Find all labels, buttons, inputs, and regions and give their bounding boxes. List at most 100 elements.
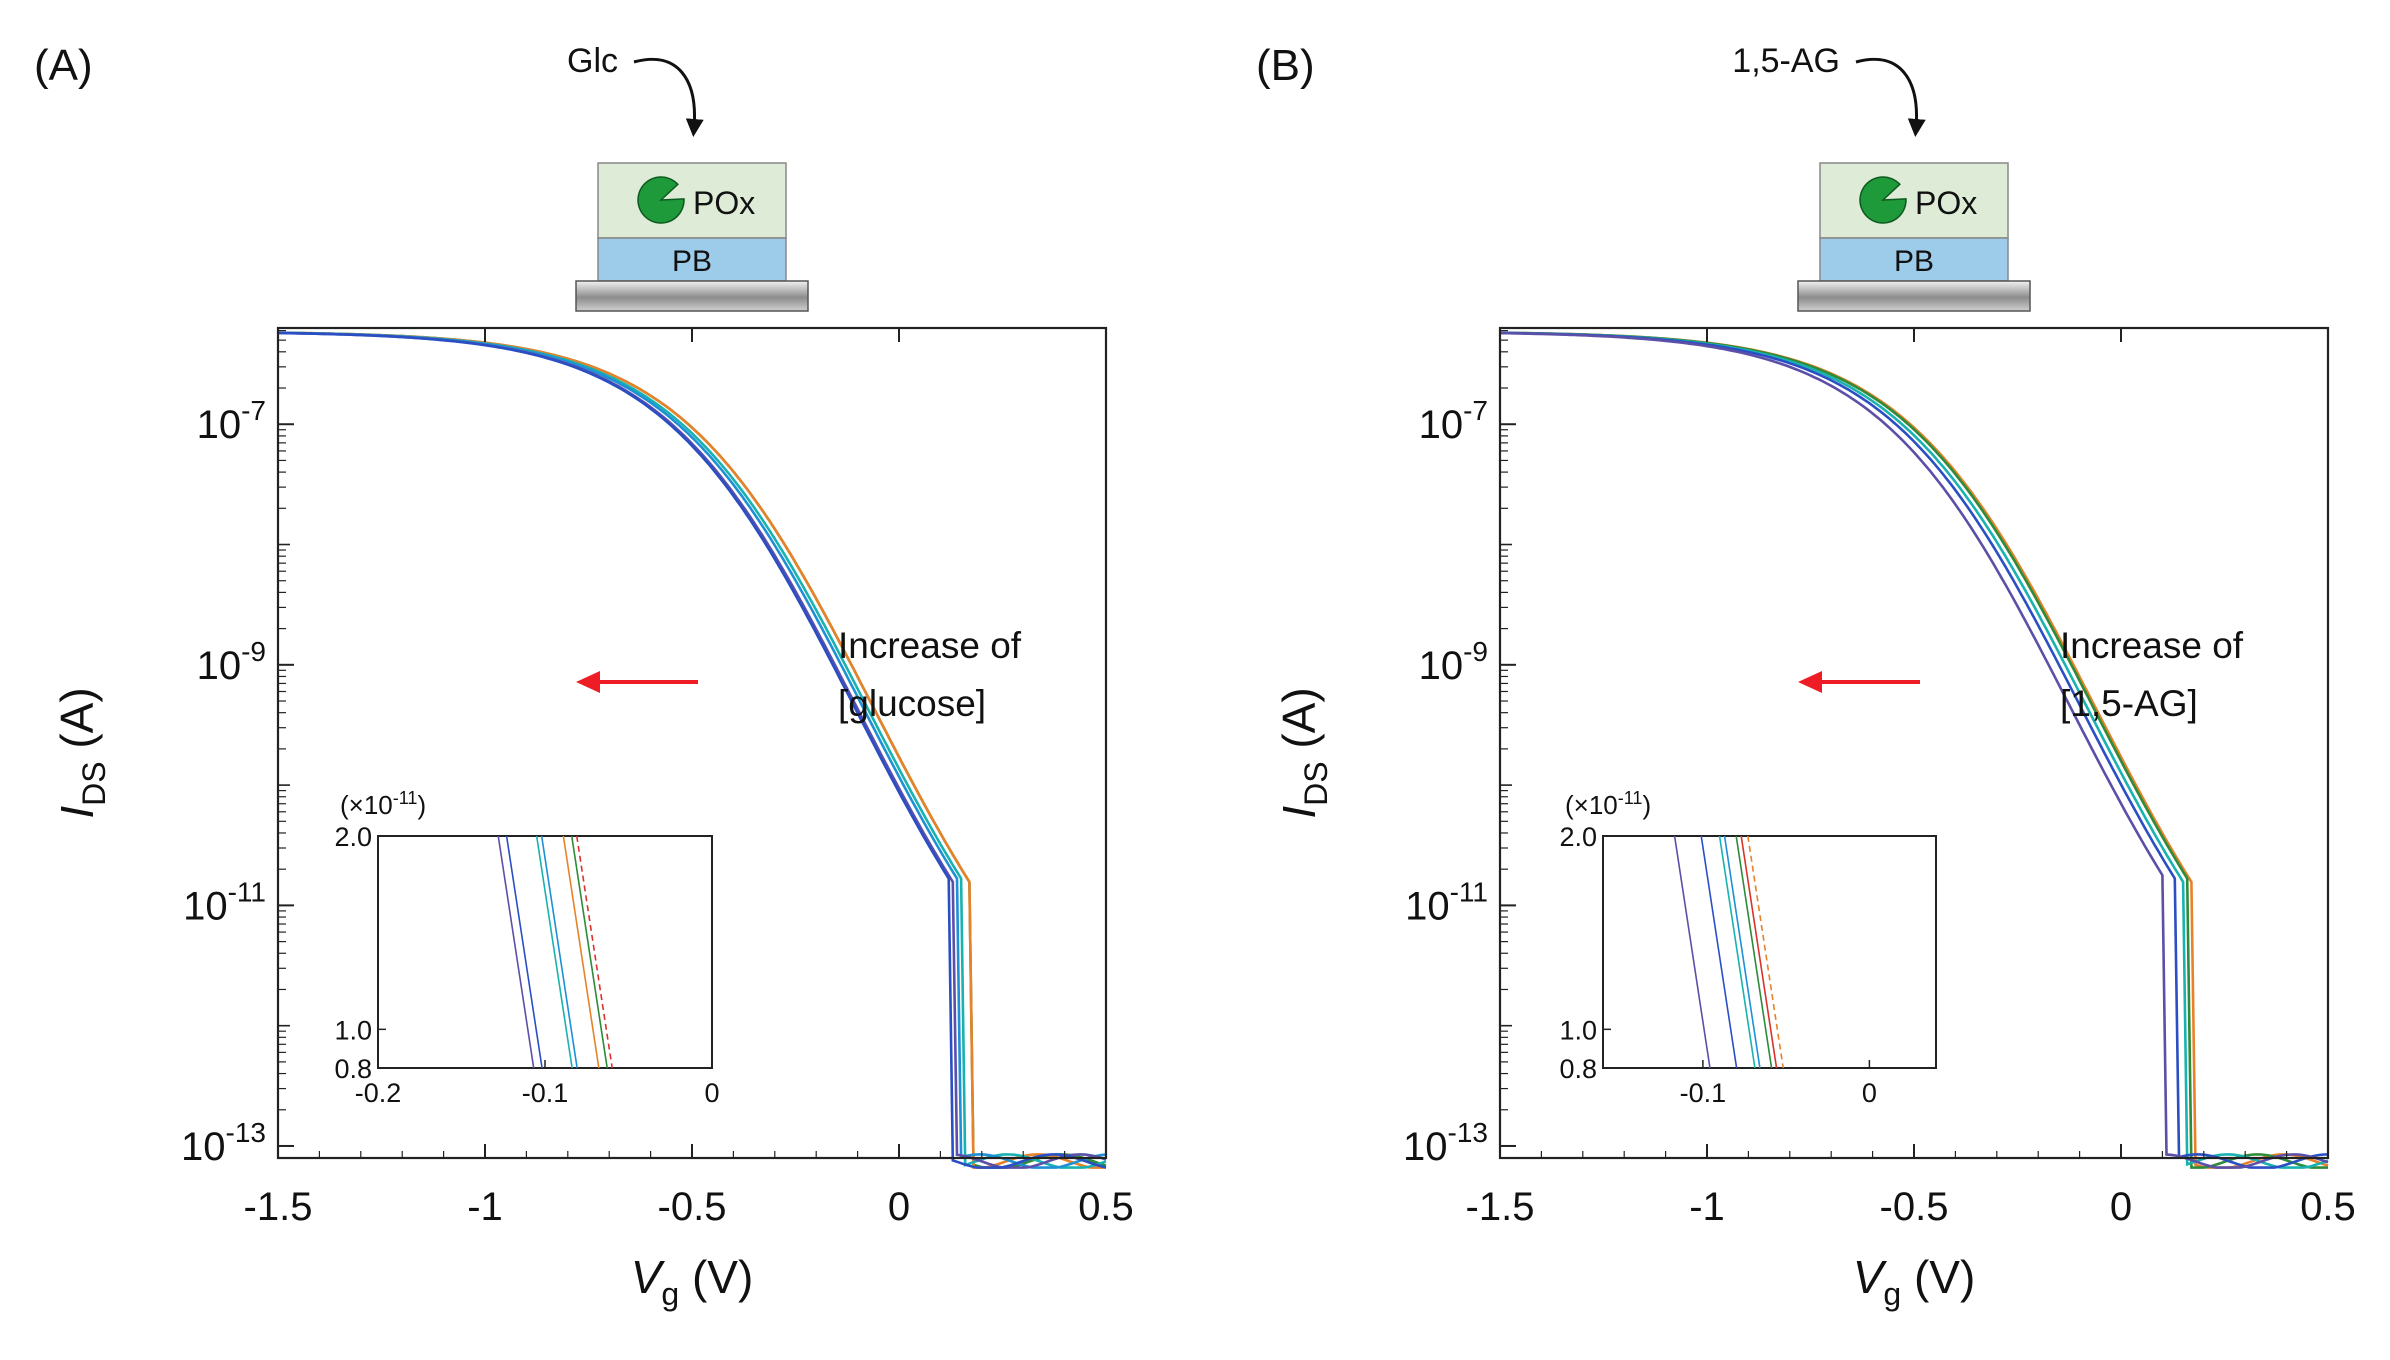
shift-arrow-head <box>1798 671 1822 693</box>
inset-frame <box>1602 835 1937 1069</box>
y-tick-exp: -9 <box>1463 636 1488 667</box>
x-tick-label: -0.5 <box>1880 1185 1949 1229</box>
inset-line <box>1747 836 1785 1068</box>
y-axis-sub: DS <box>1298 761 1334 805</box>
y-tick-exp: -7 <box>241 395 266 426</box>
y-axis-symbol: I <box>1273 806 1325 819</box>
analyte-arrow <box>633 57 704 137</box>
inset-y-tick-label: 2.0 <box>1559 822 1597 852</box>
panel-label: (A) <box>34 41 93 90</box>
pb-layer <box>597 237 787 282</box>
y-tick-label: 10-9 <box>1419 636 1488 688</box>
inset-y-tick-label: 2.0 <box>334 822 372 852</box>
inset-unit-suffix: ) <box>417 790 426 820</box>
y-tick-base: 10 <box>181 1125 226 1169</box>
y-axis-label: IDS (A) <box>1273 687 1334 818</box>
analyte-arrow <box>1855 57 1926 137</box>
inset-line <box>540 836 578 1068</box>
inset-line <box>562 836 600 1068</box>
pb-label: PB <box>1894 245 1934 278</box>
inset-line <box>1723 836 1761 1068</box>
inset-line <box>570 836 608 1068</box>
x-tick-label: 0.5 <box>1078 1185 1134 1229</box>
pox-layer <box>1819 162 2009 239</box>
pb-layer <box>1819 237 2009 282</box>
inset-unit-suffix: ) <box>1642 790 1651 820</box>
annotation-line1: Increase of <box>2060 625 2244 666</box>
x-tick-label: -1.5 <box>1466 1185 1535 1229</box>
y-tick-base: 10 <box>1403 1125 1448 1169</box>
pox-label: POx <box>1915 185 1977 221</box>
y-tick-base: 10 <box>1419 403 1464 447</box>
y-tick-label: 10-7 <box>1419 395 1488 447</box>
x-axis-symbol: V <box>1853 1251 1888 1303</box>
enzyme-icon <box>1859 176 1907 224</box>
y-axis-sub: DS <box>76 761 112 805</box>
inset-x-tick-label: 0 <box>1862 1078 1877 1108</box>
y-tick-label: 10-11 <box>1405 876 1488 928</box>
inset-y-tick-label: 0.8 <box>1559 1054 1597 1084</box>
x-tick-label: -0.5 <box>658 1185 727 1229</box>
inset-line <box>1735 836 1773 1068</box>
x-axis-label: Vg (V) <box>631 1251 754 1312</box>
y-tick-base: 10 <box>183 884 228 928</box>
x-axis-symbol: V <box>631 1251 666 1303</box>
inset-unit: (×10-11) <box>1565 788 1651 820</box>
inset-line <box>575 836 613 1068</box>
inset-series <box>1673 836 1785 1068</box>
x-tick-label: -1 <box>1689 1185 1725 1229</box>
substrate <box>1797 280 2031 312</box>
y-tick-exp: -9 <box>241 636 266 667</box>
inset-line <box>497 836 535 1068</box>
inset-x-tick-label: 0 <box>704 1078 719 1108</box>
inset-x-tick-label: -0.1 <box>1680 1078 1727 1108</box>
y-tick-base: 10 <box>1405 884 1450 928</box>
x-tick-label: 0.5 <box>2300 1185 2356 1229</box>
y-axis-unit: (A) <box>1273 687 1325 761</box>
x-tick-label: -1 <box>467 1185 503 1229</box>
y-tick-label: 10-13 <box>181 1117 266 1169</box>
y-axis-label: IDS (A) <box>51 687 112 818</box>
inset-line <box>505 836 543 1068</box>
x-tick-label: -1.5 <box>244 1185 313 1229</box>
x-axis-sub: g <box>661 1276 679 1312</box>
substrate <box>575 280 809 312</box>
y-axis-unit: (A) <box>51 687 103 761</box>
x-tick-label: 0 <box>2110 1185 2132 1229</box>
inset-line <box>1700 836 1738 1068</box>
inset-line <box>1740 836 1778 1068</box>
inset-unit-prefix: (×10 <box>1565 790 1618 820</box>
x-axis-unit: (V) <box>1901 1251 1975 1303</box>
pox-label: POx <box>693 185 755 221</box>
y-tick-exp: -13 <box>226 1117 266 1148</box>
analyte-label: Glc <box>567 42 618 80</box>
analyte-label: 1,5-AG <box>1732 42 1840 80</box>
inset-line <box>535 836 573 1068</box>
y-tick-base: 10 <box>1419 644 1464 688</box>
inset-unit-exp: -11 <box>1618 788 1643 808</box>
y-tick-exp: -11 <box>228 876 266 907</box>
x-axis-label: Vg (V) <box>1853 1251 1976 1312</box>
curve-c6 <box>277 331 1107 1169</box>
y-axis-symbol: I <box>51 806 103 819</box>
inset-y-tick-label: 1.0 <box>1559 1015 1597 1045</box>
pb-label: PB <box>672 245 712 278</box>
y-tick-exp: -11 <box>1450 876 1488 907</box>
annotation-line2: [1,5-AG] <box>2060 683 2198 724</box>
panel-label: (B) <box>1256 41 1315 90</box>
annotation-line1: Increase of <box>838 625 1022 666</box>
inset-unit-exp: -11 <box>393 788 418 808</box>
x-axis-unit: (V) <box>679 1251 753 1303</box>
y-tick-exp: -7 <box>1463 395 1488 426</box>
y-tick-label: 10-7 <box>197 395 266 447</box>
inset-unit: (×10-11) <box>340 788 426 820</box>
enzyme-icon <box>637 176 685 224</box>
pox-layer <box>597 162 787 239</box>
y-tick-label: 10-13 <box>1403 1117 1488 1169</box>
y-tick-label: 10-11 <box>183 876 266 928</box>
y-tick-base: 10 <box>197 403 242 447</box>
y-tick-base: 10 <box>197 644 242 688</box>
